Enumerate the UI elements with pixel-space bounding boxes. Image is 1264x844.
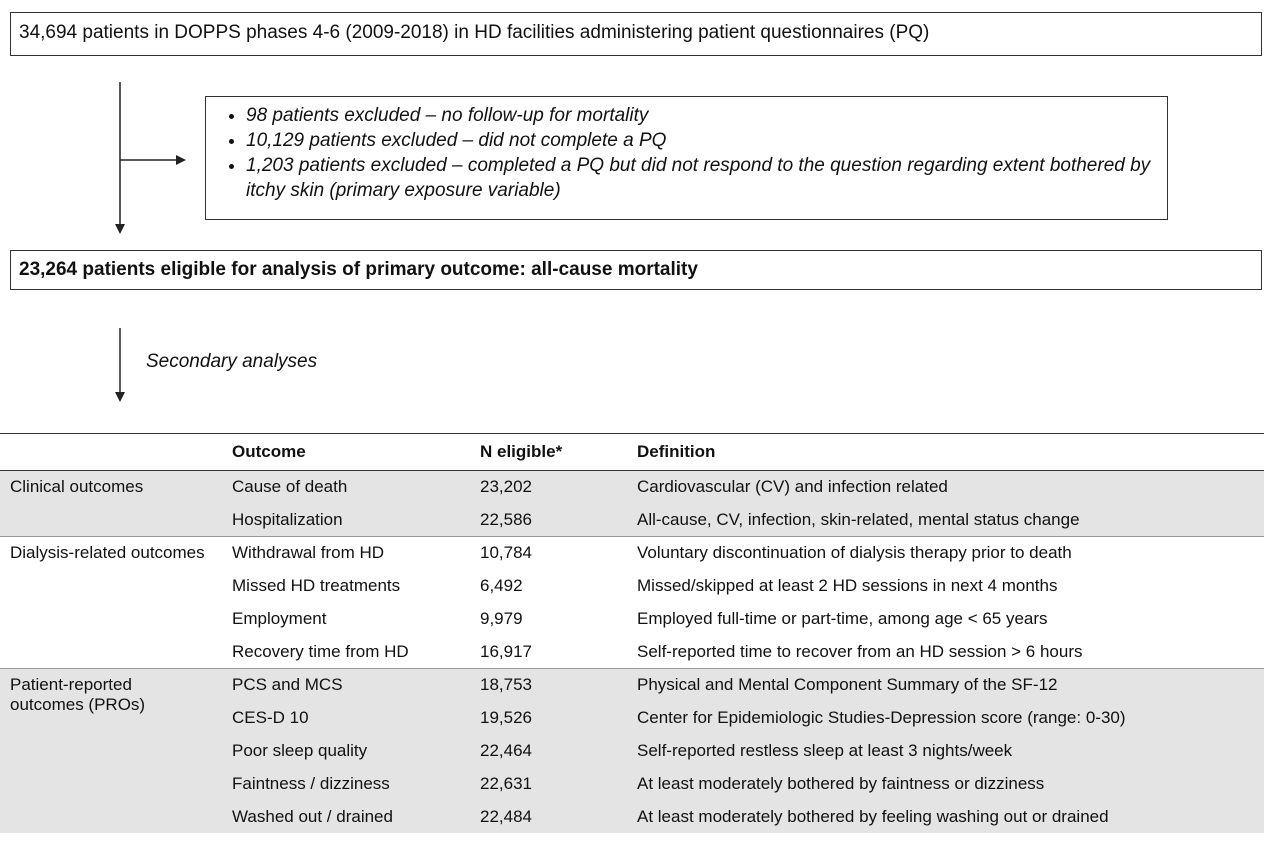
group-band	[0, 471, 1264, 536]
table-cell: 22,464	[480, 741, 532, 760]
exclusion-item: 10,129 patients excluded – did not compl…	[246, 128, 1167, 153]
group-band	[0, 669, 1264, 833]
table-cell: Cause of death	[232, 477, 348, 496]
table-cell: All-cause, CV, infection, skin-related, …	[637, 510, 1080, 529]
table-cell: 22,631	[480, 774, 532, 793]
table-top-rule	[0, 433, 1264, 434]
table-cell: 23,202	[480, 477, 532, 496]
table-cell: Recovery time from HD	[232, 642, 409, 661]
table-cell: CES-D 10	[232, 708, 309, 727]
secondary-label: Secondary analyses	[146, 351, 318, 372]
top-box: 34,694 patients in DOPPS phases 4-6 (200…	[10, 12, 1262, 56]
table-cell: Employed full-time or part-time, among a…	[637, 609, 1048, 628]
table-cell: At least moderately bothered by faintnes…	[637, 774, 1045, 793]
exclusion-item: 1,203 patients excluded – completed a PQ…	[246, 153, 1167, 203]
group-rule	[0, 536, 1264, 537]
table-cell: 22,484	[480, 807, 532, 826]
table-cell: 9,979	[480, 609, 523, 628]
table-cell: 22,586	[480, 510, 532, 529]
table-cell: Physical and Mental Component Summary of…	[637, 675, 1058, 694]
table-cell: Washed out / drained	[232, 807, 393, 826]
table-cell: Self-reported restless sleep at least 3 …	[637, 741, 1013, 760]
table-cell: Employment	[232, 609, 327, 628]
table-cell: 18,753	[480, 675, 532, 694]
table-cell: Missed HD treatments	[232, 576, 401, 595]
table-cell: PCS and MCS	[232, 675, 343, 694]
table-cell: Voluntary discontinuation of dialysis th…	[637, 543, 1072, 562]
eligible-box: 23,264 patients eligible for analysis of…	[10, 250, 1262, 290]
group-name: Clinical outcomes	[10, 477, 144, 496]
group-name: Dialysis-related outcomes	[10, 543, 205, 562]
table-cell: 6,492	[480, 576, 523, 595]
group-rule	[0, 668, 1264, 669]
column-header: Outcome	[232, 442, 306, 461]
table-cell: At least moderately bothered by feeling …	[637, 807, 1109, 826]
table-cell: Faintness / dizziness	[232, 774, 390, 793]
table-cell: Self-reported time to recover from an HD…	[637, 642, 1083, 661]
table-cell: Withdrawal from HD	[232, 543, 385, 562]
column-header: Definition	[637, 442, 716, 461]
table-cell: Hospitalization	[232, 510, 343, 529]
group-name: Patient-reported outcomes (PROs)	[10, 675, 146, 714]
header-rule	[0, 470, 1264, 471]
exclusion-box: 98 patients excluded – no follow-up for …	[205, 96, 1168, 220]
table-cell: Cardiovascular (CV) and infection relate…	[637, 477, 948, 496]
column-header: N eligible*	[480, 442, 563, 461]
table-cell: Poor sleep quality	[232, 741, 368, 760]
arrows	[115, 82, 186, 402]
table-cell: 19,526	[480, 708, 532, 727]
table-cell: Center for Epidemiologic Studies-Depress…	[637, 708, 1126, 727]
table-cell: 10,784	[480, 543, 532, 562]
exclusion-item: 98 patients excluded – no follow-up for …	[246, 103, 1167, 128]
table-cell: 16,917	[480, 642, 532, 661]
table-cell: Missed/skipped at least 2 HD sessions in…	[637, 576, 1058, 595]
